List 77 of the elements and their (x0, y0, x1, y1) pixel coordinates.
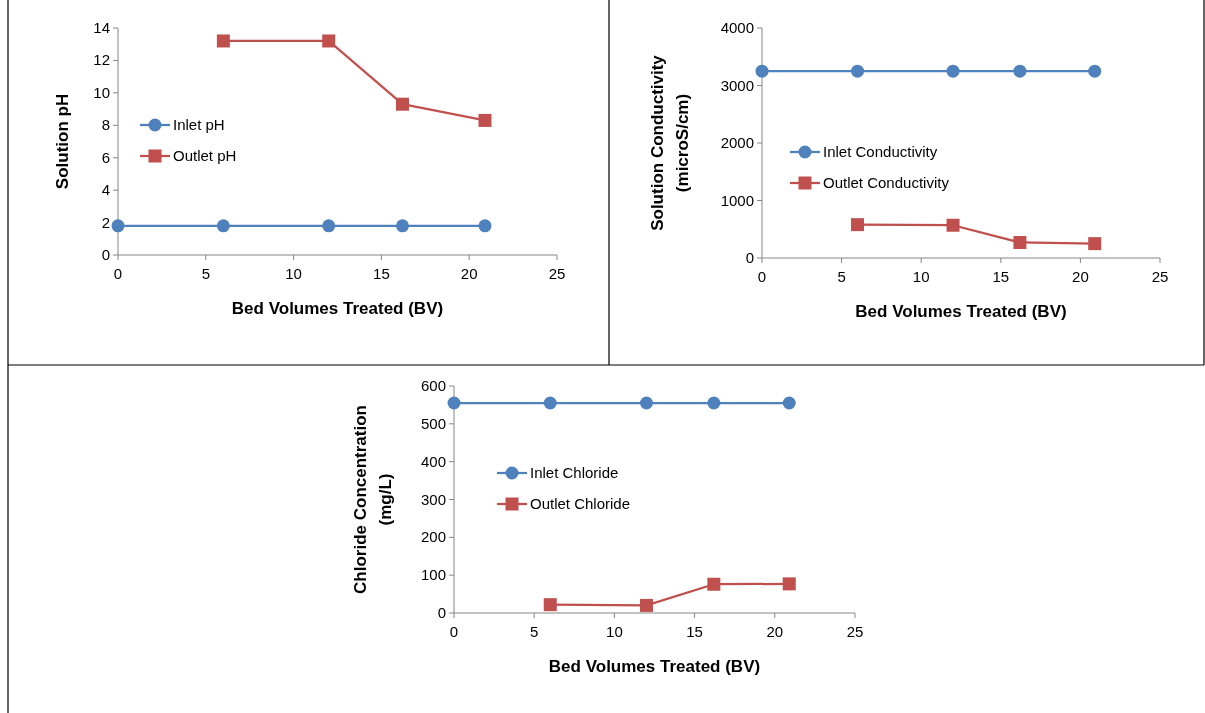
x-tick-label: 5 (530, 623, 539, 640)
x-tick-label: 10 (912, 268, 930, 285)
point (543, 396, 557, 410)
y-tick-label: 2000 (720, 134, 754, 151)
x-axis-title: Bed Volumes Treated (BV) (231, 299, 444, 318)
point (782, 577, 796, 591)
point (1088, 64, 1102, 78)
y-tick-label: 300 (420, 490, 446, 508)
y-tick-label: 14 (93, 19, 110, 36)
x-tick-label: 20 (766, 623, 784, 640)
y-tick-label: 200 (420, 528, 446, 546)
y-tick-label: 4000 (720, 19, 754, 36)
point (851, 218, 865, 232)
point (111, 219, 125, 233)
y-tick-label: 100 (420, 566, 446, 584)
x-tick-label: 10 (285, 265, 302, 282)
y-tick-label: 500 (420, 414, 446, 432)
point (639, 598, 653, 612)
point (946, 218, 960, 232)
point (478, 113, 492, 127)
x-tick-label: 25 (548, 265, 566, 282)
point (395, 219, 409, 233)
y-tick-label: 1000 (720, 191, 754, 209)
point (1013, 235, 1027, 249)
point (707, 396, 721, 410)
x-tick-label: 5 (201, 265, 210, 282)
point (216, 219, 230, 233)
x-tick-label: 0 (113, 265, 123, 282)
x-tick-label: 25 (846, 623, 864, 640)
x-axis-title: Bed Volumes Treated (BV) (855, 302, 1067, 321)
y-axis-title: Chloride Concentration (mg/L) (351, 405, 395, 594)
y-tick-label: 10 (93, 83, 110, 101)
point (395, 97, 409, 111)
x-tick-label: 15 (373, 265, 390, 282)
point (707, 577, 721, 591)
x-tick-label: 0 (757, 268, 767, 285)
x-tick-label: 5 (837, 268, 846, 285)
x-tick-label: 20 (1072, 268, 1089, 285)
point (216, 34, 230, 48)
y-tick-label: 400 (420, 452, 446, 470)
y-tick-label: 4 (101, 181, 110, 199)
point (782, 396, 796, 410)
legend-label: Outlet Chloride (530, 495, 631, 512)
y-axis-title: Solution pH (53, 93, 72, 190)
y-tick-label: 0 (437, 604, 446, 621)
point (755, 64, 769, 78)
legend-label: Inlet Chloride (530, 464, 619, 481)
point (543, 598, 557, 612)
legend-label: Inlet Conductivity (823, 143, 938, 160)
y-tick-label: 3000 (720, 76, 754, 94)
y-axis-title: Solution Conductivity (microS/cm) (648, 54, 692, 231)
point (478, 219, 492, 233)
y-tick-label: 8 (101, 116, 110, 134)
y-tick-label: 0 (101, 246, 110, 263)
y-tick-label: 0 (745, 249, 754, 266)
legend-label: Outlet Conductivity (823, 174, 950, 191)
point (946, 64, 960, 78)
legend-label: Inlet pH (173, 116, 225, 133)
point (1088, 237, 1102, 251)
x-axis-title: Bed Volumes Treated (BV) (548, 657, 761, 676)
point (447, 396, 461, 410)
x-tick-label: 20 (460, 265, 478, 282)
x-tick-label: 15 (992, 268, 1010, 285)
point (322, 219, 336, 233)
y-tick-label: 12 (93, 51, 110, 69)
point (322, 34, 336, 48)
x-tick-label: 25 (1151, 268, 1169, 285)
x-tick-label: 10 (606, 623, 623, 640)
y-tick-label: 6 (101, 148, 110, 166)
point (851, 64, 865, 78)
y-tick-label: 600 (420, 377, 446, 394)
x-tick-label: 15 (686, 623, 703, 640)
legend-label: Outlet pH (173, 147, 237, 164)
x-tick-label: 0 (449, 623, 459, 640)
y-tick-label: 2 (101, 213, 110, 231)
point (639, 396, 653, 410)
point (1013, 64, 1027, 78)
